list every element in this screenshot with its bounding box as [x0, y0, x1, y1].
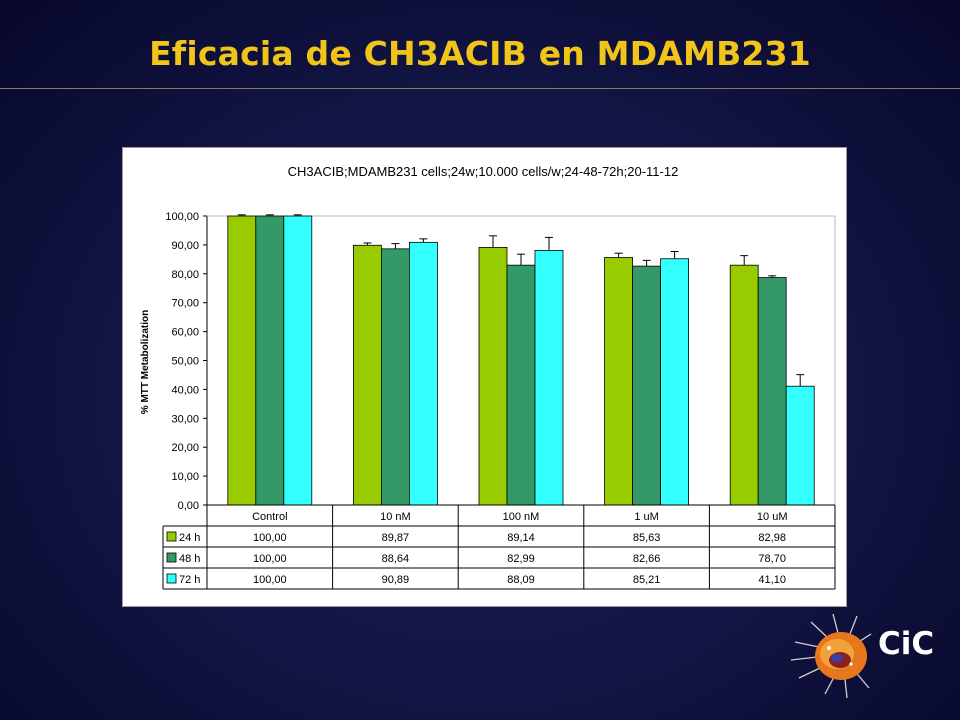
y-tick-label: 30,00	[171, 413, 199, 425]
cell-illustration	[790, 613, 872, 699]
bar-72h-1	[408, 241, 438, 506]
title-divider	[0, 88, 960, 89]
x-category-label: 1 uM	[634, 511, 658, 523]
legend-swatch	[166, 552, 177, 563]
table-cell-value: 89,14	[507, 532, 535, 544]
x-category-label: 10 nM	[380, 511, 411, 523]
x-category-label: 100 nM	[503, 511, 540, 523]
legend-swatch	[166, 573, 177, 584]
bar-48h-3	[632, 265, 662, 506]
bar-72h-0	[283, 215, 313, 506]
bar-48h-1	[380, 248, 410, 506]
table-cell-value: 82,66	[633, 553, 661, 565]
table-cell-value: 88,64	[382, 553, 410, 565]
bar-72h-3	[660, 258, 689, 506]
legend-swatch	[166, 531, 177, 542]
cic-logo: CiC	[790, 613, 934, 699]
legend-label: 24 h	[179, 532, 200, 544]
bar-48h-4	[757, 277, 787, 506]
x-category-label: 10 uM	[757, 511, 788, 523]
table-cell-value: 89,87	[382, 532, 410, 544]
legend-label: 48 h	[179, 553, 200, 565]
table-cell-value: 88,09	[507, 574, 535, 586]
y-tick-label: 100,00	[165, 211, 199, 223]
table-cell-value: 41,10	[758, 574, 786, 586]
x-category-label: Control	[252, 511, 287, 523]
table-cell-value: 78,70	[758, 553, 786, 565]
chart-title: CH3ACIB;MDAMB231 cells;24w;10.000 cells/…	[288, 164, 679, 179]
table-cell-value: 82,99	[507, 553, 535, 565]
bar-24h-1	[352, 244, 382, 506]
y-axis-label: % MTT Metabolization	[140, 310, 151, 414]
table-cell-value: 85,63	[633, 532, 661, 544]
bar-24h-2	[478, 246, 508, 506]
y-tick-label: 20,00	[171, 442, 199, 454]
slide-title: Eficacia de CH3ACIB en MDAMB231	[149, 34, 811, 73]
bar-24h-4	[729, 264, 759, 506]
cic-logo-text: CiC	[878, 626, 934, 662]
bar-72h-2	[534, 250, 564, 506]
y-tick-label: 10,00	[171, 471, 199, 483]
plot-area: 0,00 10,00 20,00 30,00 40,00 50,00 60,00 70,00 8…	[165, 211, 836, 512]
bar-48h-2	[506, 264, 536, 506]
y-tick-label: 60,00	[171, 327, 199, 339]
table-cell-value: 90,89	[382, 574, 410, 586]
table-cell-value: 100,00	[253, 532, 287, 544]
y-tick-label: 90,00	[171, 240, 199, 252]
y-tick-label: 40,00	[171, 384, 199, 396]
y-tick-label: 80,00	[171, 269, 199, 281]
legend-label: 72 h	[179, 574, 200, 586]
bar-chart: CH3ACIB;MDAMB231 cells;24w;10.000 cells/…	[140, 164, 836, 590]
table-cell-value: 100,00	[253, 574, 287, 586]
table-cell-value: 85,21	[633, 574, 661, 586]
bar-48h-0	[255, 215, 285, 506]
bar-72h-4	[785, 385, 815, 506]
y-tick-label: 70,00	[171, 298, 199, 310]
table-cell-value: 100,00	[253, 553, 287, 565]
bar-24h-0	[227, 215, 257, 506]
bar-24h-3	[604, 257, 634, 506]
chart-panel: CH3ACIB;MDAMB231 cells;24w;10.000 cells/…	[122, 147, 847, 607]
y-tick-label: 0,00	[178, 500, 199, 512]
y-tick-label: 50,00	[171, 356, 199, 368]
data-table: Control 10 nM 100 nM 1 uM 10 uM 24 h 100,00 89,…	[162, 504, 836, 590]
table-cell-value: 82,98	[758, 532, 786, 544]
